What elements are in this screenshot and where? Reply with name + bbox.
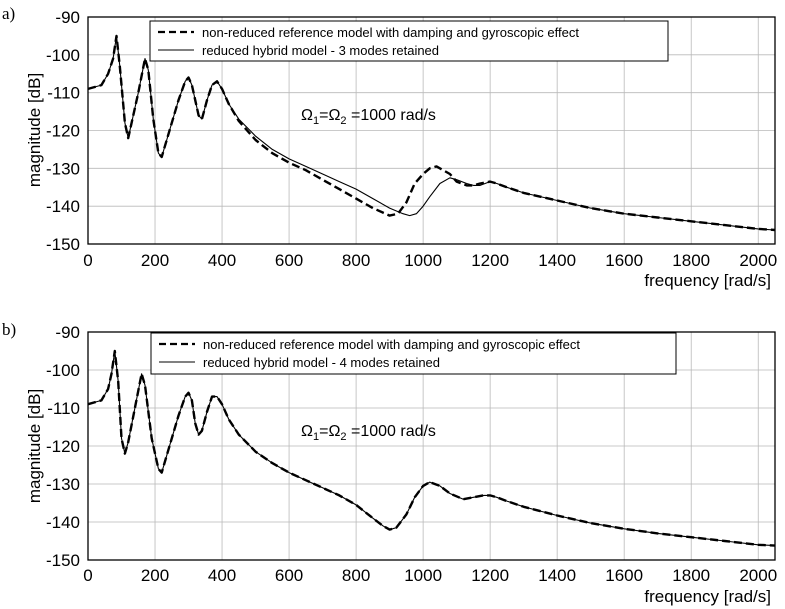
panel-b-y-tick-label: -150 <box>46 551 80 570</box>
panel-b-y-tick-label: -90 <box>55 323 80 342</box>
panel-b-legend-entry-reference: non-reduced reference model with damping… <box>203 337 580 352</box>
panel-a-x-tick-label: 1400 <box>538 251 576 270</box>
panel-b-y-tick-label: -100 <box>46 361 80 380</box>
panel-a-y-tick-label: -100 <box>46 46 80 65</box>
panel-b-omega-annotation: Ω1=Ω2 =1000 rad/s <box>301 423 436 443</box>
panel-b-x-tick-label: 1400 <box>538 566 576 585</box>
panel-a-x-tick-label: 1600 <box>605 251 643 270</box>
panel-b-legend-entry-reduced: reduced hybrid model - 4 modes retained <box>203 355 440 370</box>
panel-b-legend-box <box>150 332 677 375</box>
panel-a-x-tick-label: 1800 <box>672 251 710 270</box>
panel-a-legend-entry-reference: non-reduced reference model with damping… <box>202 25 579 40</box>
panel-b-x-tick-label: 1800 <box>672 566 710 585</box>
panel-a-y-tick-label: -140 <box>46 197 80 216</box>
panel-b-x-tick-label: 400 <box>208 566 236 585</box>
panel-a-x-tick-label: 800 <box>342 251 370 270</box>
panel-b-y-tick-label: -130 <box>46 475 80 494</box>
panel-b-series-reduced-solid <box>87 350 776 547</box>
panel-a-x-ticks: 0 200 400 600 800 1000 1200 1400 1600 1800 2000 <box>83 251 777 270</box>
panel-b-x-ticks: 0 200 400 600 800 1000 1200 1400 1600 1800 2000 <box>83 566 777 585</box>
panel-b-x-tick-label: 1200 <box>471 566 509 585</box>
panel-b-x-tick-label: 200 <box>141 566 169 585</box>
panel-a-x-tick-label: 2000 <box>739 251 777 270</box>
panel-a-series <box>87 34 776 232</box>
panel-a-y-tick-label: -150 <box>46 235 80 254</box>
panel-b-x-axis-label: frequency [rad/s] <box>644 587 771 606</box>
panel-a-x-tick-label: 600 <box>275 251 303 270</box>
panel-b-label: b) <box>2 320 16 339</box>
panel-b-x-tick-label: 600 <box>275 566 303 585</box>
panel-a-series-reference-dashed <box>87 34 776 232</box>
panel-a-y-tick-label: -120 <box>46 122 80 141</box>
panel-b-x-tick-label: 800 <box>342 566 370 585</box>
panel-a-y-ticks: -150 -140 -130 -120 -110 -100 -90 <box>46 8 80 254</box>
panel-a-plot-frame <box>87 16 776 245</box>
panel-b: b) -150 -140 -130 -120 -110 -100 -90 0 200 400 60… <box>2 320 777 606</box>
panel-a-x-axis-label: frequency [rad/s] <box>644 271 771 290</box>
panel-a-y-tick-label: -110 <box>47 84 80 103</box>
panel-b-y-tick-label: -140 <box>46 513 80 532</box>
panel-b-y-ticks: -150 -140 -130 -120 -110 -100 -90 <box>46 323 80 570</box>
panel-a-legend: non-reduced reference model with damping… <box>149 20 669 62</box>
panel-a-x-tick-label: 200 <box>141 251 169 270</box>
panel-b-x-tick-label: 1000 <box>404 566 442 585</box>
panel-b-series <box>87 349 776 547</box>
panel-b-plot-frame <box>87 331 776 561</box>
panel-a-y-axis-label: magnitude [dB] <box>25 73 44 187</box>
panel-a-y-tick-label: -90 <box>55 8 80 27</box>
panel-b-x-tick-label: 1600 <box>605 566 643 585</box>
panel-a: a) -150 -140 -130 -120 -110 -100 -90 0 200 400 60… <box>2 4 777 290</box>
panel-a-x-tick-label: 400 <box>208 251 236 270</box>
panel-a-series-reduced-solid <box>87 35 776 231</box>
panel-b-legend: non-reduced reference model with damping… <box>150 332 677 375</box>
panel-b-y-tick-label: -120 <box>46 437 80 456</box>
panel-a-y-tick-label: -130 <box>46 159 80 178</box>
panel-b-x-tick-label: 0 <box>83 566 92 585</box>
panel-a-x-tick-label: 0 <box>83 251 92 270</box>
panel-b-y-tick-label: -110 <box>47 399 80 418</box>
panel-b-y-axis-label: magnitude [dB] <box>25 389 44 503</box>
panel-a-legend-box <box>149 20 669 62</box>
panel-a-x-tick-label: 1200 <box>471 251 509 270</box>
panel-b-series-reference-dashed <box>87 349 776 547</box>
panel-a-x-tick-label: 1000 <box>404 251 442 270</box>
panel-a-label: a) <box>2 4 15 23</box>
panel-b-x-tick-label: 2000 <box>739 566 777 585</box>
panel-a-legend-entry-reduced: reduced hybrid model - 3 modes retained <box>202 43 439 58</box>
panel-a-omega-annotation: Ω1=Ω2 =1000 rad/s <box>301 107 436 127</box>
